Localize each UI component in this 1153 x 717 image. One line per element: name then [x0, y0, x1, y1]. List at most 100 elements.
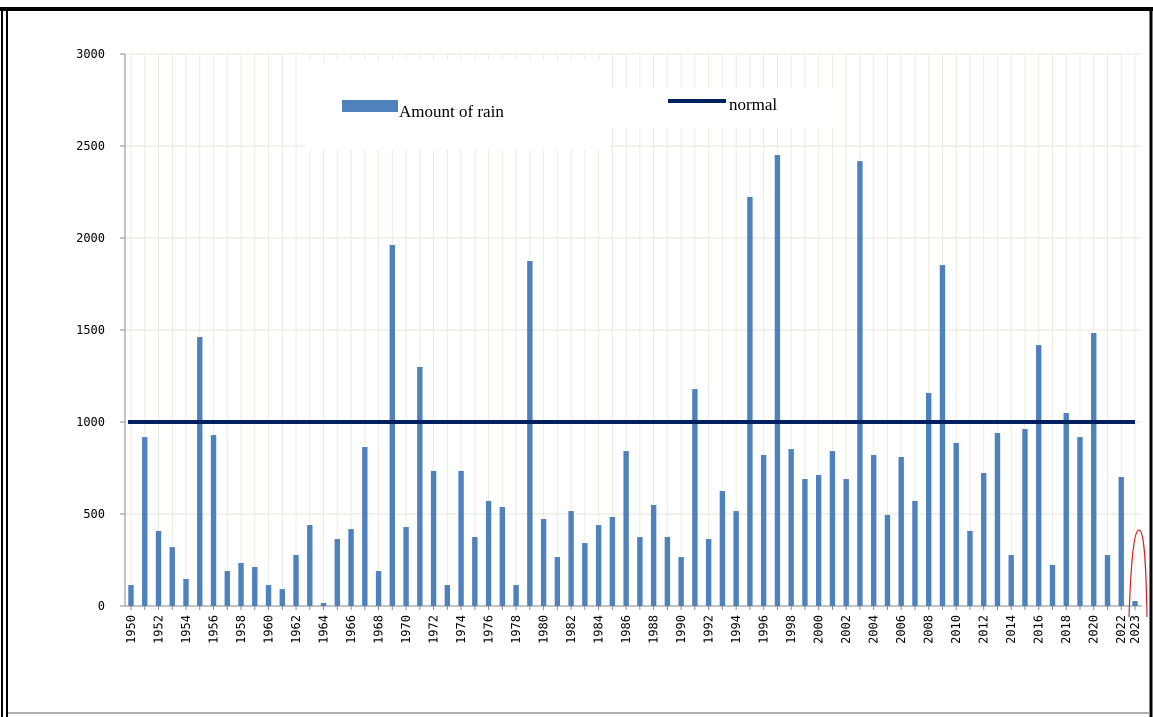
bar [417, 366, 423, 606]
bar [637, 537, 643, 606]
bar [142, 437, 148, 606]
grid: 0 500 1000 1500 2000 2500 3000 1950 1952 1954 1956… [76, 47, 1142, 644]
bar [527, 261, 533, 606]
bar [939, 265, 946, 606]
bar [293, 555, 299, 606]
x-tick-label: 1982 [564, 615, 578, 644]
bar [169, 547, 175, 606]
bar [774, 155, 781, 607]
x-tick-label: 1970 [399, 615, 413, 644]
x-tick-label: 1956 [207, 615, 221, 644]
x-tick-label: 1954 [179, 615, 193, 644]
x-tick-label: 2022 [1114, 615, 1128, 644]
x-tick-label: 2012 [977, 615, 991, 644]
bar [265, 585, 272, 606]
bar [1132, 601, 1138, 606]
x-tick-label: 2000 [812, 615, 826, 644]
y-tick-label: 1500 [76, 323, 105, 337]
x-tick-label: 2020 [1087, 615, 1101, 644]
x-tick-label: 1960 [262, 615, 276, 644]
bar [1091, 332, 1097, 606]
x-tick-label: 1988 [647, 615, 661, 644]
x-tick-label: 2002 [839, 615, 853, 644]
bar [279, 589, 285, 606]
x-tick-label: 1998 [784, 615, 798, 644]
annotation-arc [1128, 529, 1148, 618]
bar [540, 518, 547, 606]
x-tick-label: 1994 [729, 615, 743, 644]
bar [1036, 345, 1042, 606]
x-tick-label: 1980 [537, 615, 551, 644]
y-tick-label: 500 [83, 507, 105, 521]
x-tick-label: 1974 [454, 615, 468, 644]
bar [568, 511, 574, 606]
x-tick-label: 1996 [757, 615, 771, 644]
x-tick-label: 1950 [124, 615, 138, 644]
y-tick-label: 0 [98, 599, 105, 613]
bar [375, 571, 382, 606]
legend-label: Amount of rain [399, 102, 504, 121]
bar [857, 161, 863, 606]
x-tick-label: 1972 [427, 615, 441, 644]
bar [183, 578, 189, 606]
bar [678, 557, 684, 606]
bar [458, 470, 464, 606]
x-tick-label: 2008 [922, 615, 936, 644]
x-tick-label: 1986 [619, 615, 633, 644]
bar [1063, 412, 1069, 606]
bar [1022, 428, 1028, 606]
x-tick-label: 1952 [152, 615, 166, 644]
y-tick-label: 1000 [76, 415, 105, 429]
marks [128, 155, 1138, 607]
x-tick-label: 1958 [234, 615, 248, 644]
bar [554, 557, 561, 606]
bar [430, 470, 437, 606]
bar [760, 454, 767, 606]
bar [210, 435, 217, 606]
bar [362, 447, 368, 606]
bar [1008, 555, 1014, 606]
bar [582, 543, 588, 606]
bar [981, 472, 987, 606]
bar [733, 511, 739, 606]
bar [499, 507, 506, 606]
bar [595, 525, 602, 606]
bar [623, 451, 629, 606]
bar [197, 336, 203, 606]
bar [664, 537, 671, 606]
bar [843, 479, 849, 606]
bar [1118, 477, 1124, 606]
bar [705, 539, 712, 606]
bar [802, 479, 808, 606]
bar [650, 504, 657, 606]
x-tick-label: 1962 [289, 615, 303, 644]
bar [307, 525, 313, 606]
x-tick-label: 2014 [1004, 615, 1018, 644]
y-tick-label: 2000 [76, 231, 105, 245]
bar [884, 514, 891, 606]
bar [1049, 564, 1056, 606]
bar [967, 530, 973, 606]
bar [224, 571, 230, 606]
x-tick-label: 1990 [674, 615, 688, 644]
bar [389, 244, 396, 606]
bar [747, 196, 753, 606]
bar [348, 529, 354, 606]
bar [692, 389, 698, 606]
y-tick-label: 2500 [76, 139, 105, 153]
x-tick-label: 2006 [894, 615, 908, 644]
bar [994, 433, 1001, 606]
bar [513, 585, 519, 606]
x-tick-label: 1978 [509, 615, 523, 644]
bar [403, 527, 409, 606]
bar [252, 566, 258, 606]
bar [472, 537, 478, 606]
x-tick-label: 2016 [1032, 615, 1046, 644]
bar [1077, 437, 1083, 606]
bar [953, 442, 959, 606]
bar [870, 454, 877, 606]
x-tick-label: 2010 [949, 615, 963, 644]
legend-box [610, 88, 845, 128]
bar [898, 456, 904, 606]
